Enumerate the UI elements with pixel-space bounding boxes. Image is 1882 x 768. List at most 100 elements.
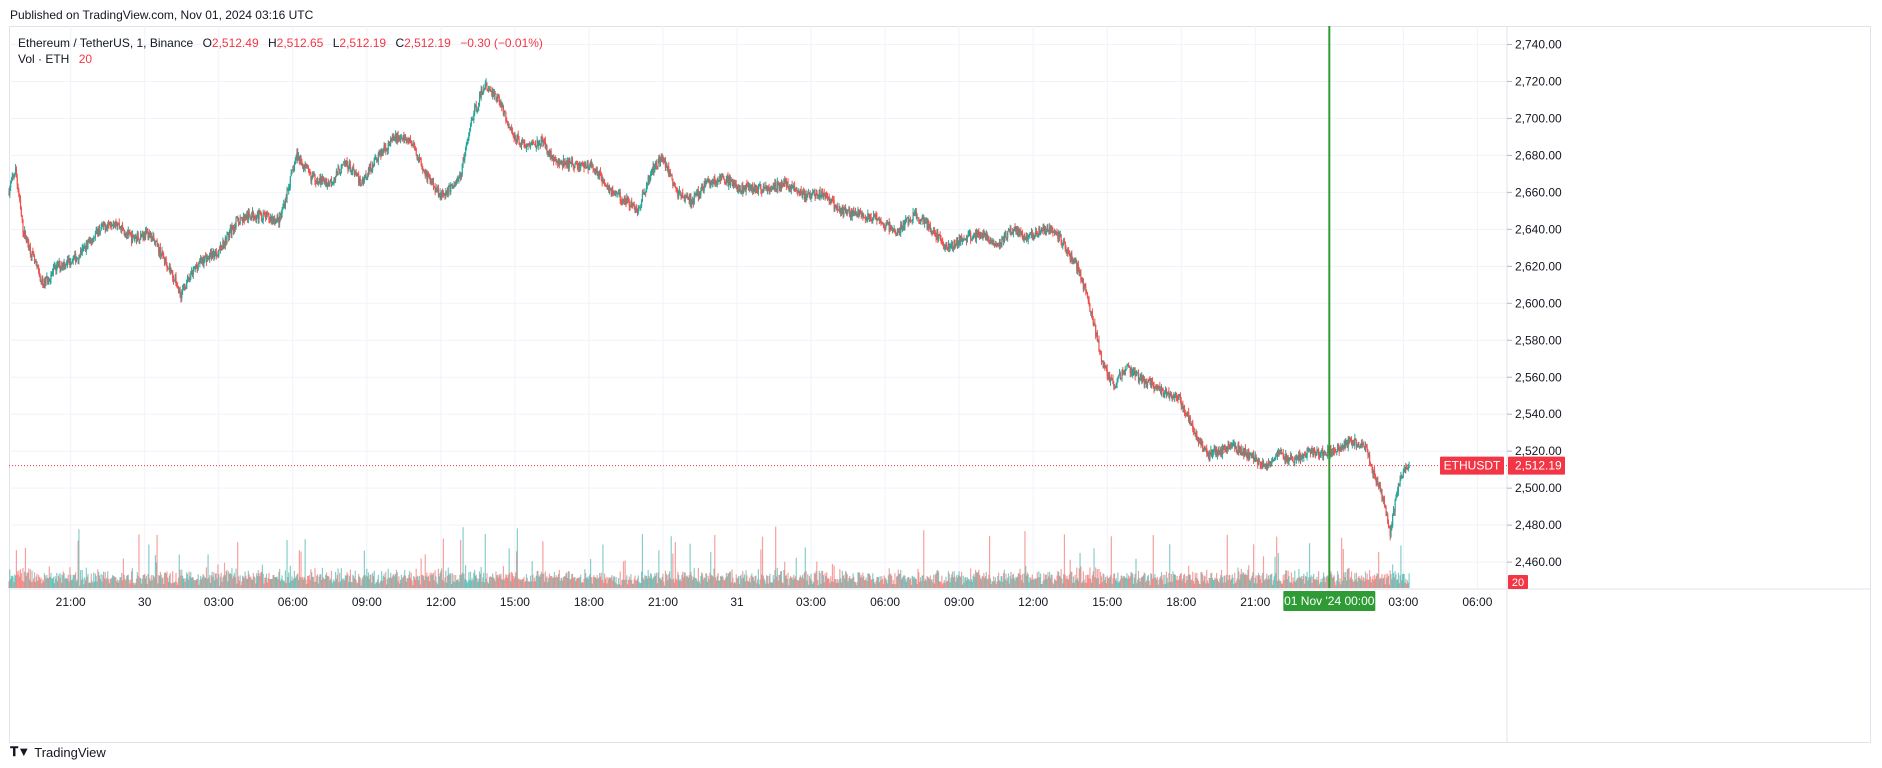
candle-body — [19, 196, 21, 200]
candle-body — [817, 195, 820, 197]
candle-body — [625, 202, 627, 204]
volume-bar — [668, 571, 671, 588]
candle-body — [18, 190, 20, 197]
volume-bar — [705, 573, 707, 588]
candle-body — [840, 210, 843, 213]
volume-bar — [624, 560, 626, 588]
candle-body — [191, 270, 193, 273]
candle-body — [1304, 455, 1307, 458]
volume-bar — [1284, 574, 1286, 588]
volume-bar — [677, 571, 679, 588]
candle-body — [108, 222, 110, 225]
candle-body — [1101, 360, 1103, 363]
candle-body — [930, 230, 932, 232]
candle-body — [899, 228, 901, 234]
volume-bar — [1150, 573, 1152, 588]
volume-bar — [279, 568, 281, 588]
candle-body — [795, 189, 797, 191]
candle-body — [562, 159, 565, 166]
candle-body — [607, 184, 609, 189]
volume-bar — [363, 550, 365, 588]
candle-body — [497, 96, 499, 102]
volume-bar — [1035, 578, 1037, 588]
volume-bar — [197, 574, 199, 588]
candle-body — [1095, 325, 1097, 337]
candle-body — [116, 225, 118, 227]
candle-body — [995, 244, 997, 246]
volume-bar — [1160, 572, 1163, 588]
volume-bar — [1047, 572, 1049, 588]
volume-bar — [326, 575, 328, 588]
volume-bar — [392, 574, 394, 588]
candle-body — [469, 124, 472, 132]
candle-body — [580, 162, 583, 164]
candle-body — [224, 237, 226, 246]
candle-body — [658, 156, 660, 160]
volume-bar — [498, 573, 500, 588]
volume-bar — [1181, 580, 1183, 588]
candle-body — [1313, 448, 1316, 452]
candle-body — [1258, 460, 1260, 462]
candle-body — [455, 182, 457, 184]
volume-bar — [1306, 571, 1308, 588]
volume-bar — [487, 582, 489, 588]
volume-bar — [90, 573, 92, 588]
candle-body — [1053, 231, 1056, 234]
candle-body — [375, 157, 377, 159]
volume-bar — [146, 584, 148, 588]
volume-bar — [743, 574, 746, 588]
volume-bar — [419, 584, 421, 588]
candle-body — [724, 182, 727, 184]
volume-bar — [1165, 583, 1167, 588]
volume-bar — [237, 576, 240, 588]
candle-body — [1322, 450, 1324, 457]
volume-bar — [195, 579, 198, 588]
candle-body — [566, 161, 568, 167]
volume-bar — [1025, 575, 1028, 588]
volume-bar — [640, 571, 643, 588]
candle-body — [1185, 413, 1187, 415]
candle-body — [552, 158, 555, 162]
volume-bar — [752, 576, 754, 588]
volume-bar — [733, 581, 736, 588]
volume-bar — [115, 577, 117, 588]
candle-body — [582, 165, 584, 167]
volume-bar — [317, 583, 319, 588]
volume-bar — [530, 581, 532, 588]
volume-bar — [164, 572, 166, 588]
candle-body — [1283, 456, 1285, 458]
volume-bar — [807, 574, 809, 588]
volume-bar — [1236, 578, 1238, 588]
candle-body — [974, 233, 976, 235]
volume-bar — [1137, 570, 1140, 588]
volume-bar — [710, 551, 712, 588]
volume-bar — [38, 576, 41, 588]
candle-body — [912, 212, 914, 221]
candle-body — [879, 220, 881, 222]
candle-body — [948, 243, 950, 248]
candle-body — [787, 181, 789, 188]
volume-bar — [1057, 570, 1059, 588]
candle-body — [1141, 376, 1144, 380]
candle-body — [979, 235, 981, 238]
candle-body — [1294, 457, 1297, 460]
candle-body — [223, 244, 226, 246]
candle-body — [331, 181, 333, 184]
candle-body — [980, 233, 982, 236]
candle-body — [1015, 226, 1017, 232]
volume-bar — [100, 574, 102, 588]
volume-bar — [1104, 576, 1107, 588]
candle-body — [845, 207, 847, 214]
candle-body — [911, 220, 913, 222]
volume-bar — [361, 579, 363, 588]
candle-body — [1300, 458, 1302, 460]
candle-body — [85, 242, 87, 252]
candle-body — [599, 171, 602, 174]
candle-body — [57, 262, 59, 267]
candle-body — [1184, 412, 1186, 414]
volume-bar — [771, 582, 773, 588]
volume-bar — [608, 577, 611, 588]
candle-body — [723, 176, 725, 180]
candle-body — [1326, 454, 1328, 457]
